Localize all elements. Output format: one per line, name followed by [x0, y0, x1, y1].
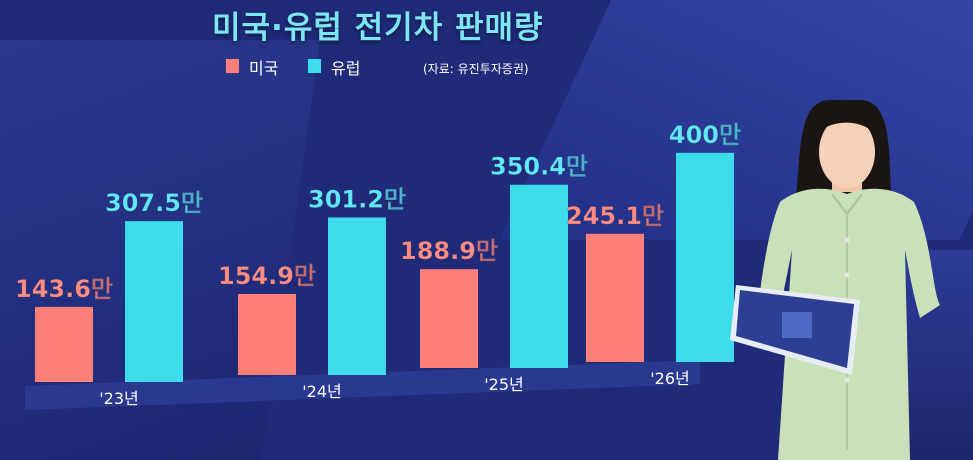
legend-swatch-us: [226, 59, 239, 73]
x-tick-label-3: '26년: [650, 369, 689, 388]
legend-label-us: 미국: [249, 59, 279, 78]
bar-us-2: [420, 269, 478, 368]
baseline-strip: [25, 360, 700, 410]
x-tick-label-2: '25년: [484, 375, 523, 394]
legend-swatch-europe: [308, 59, 321, 73]
bar-europe-1: [328, 217, 386, 375]
data-label-us-3: 245.1만: [566, 202, 664, 230]
bar-us-1: [238, 293, 296, 375]
data-label-europe-2: 350.4만: [490, 153, 588, 181]
bar-us-3: [586, 233, 644, 362]
legend-label-europe: 유럽: [331, 59, 361, 78]
news-anchor-icon: [730, 100, 940, 460]
data-label-europe-1: 301.2만: [308, 185, 406, 213]
data-label-europe-0: 307.5만: [105, 189, 203, 217]
bar-us-0: [35, 306, 93, 382]
x-tick-label-1: '24년: [302, 382, 341, 401]
bar-europe-2: [510, 184, 568, 368]
data-label-europe-3: 400만: [669, 121, 741, 149]
bar-europe-3: [676, 152, 734, 362]
legend: 미국 유럽: [226, 54, 386, 78]
bar-europe-0: [125, 221, 183, 382]
data-label-us-1: 154.9만: [218, 262, 316, 290]
x-tick-label-0: '23년: [99, 389, 138, 408]
data-label-us-2: 188.9만: [400, 237, 498, 265]
data-label-us-0: 143.6만: [15, 275, 113, 303]
source-note: (자료: 유진투자증권): [423, 62, 529, 76]
chart-title: 미국·유럽 전기차 판매량: [212, 10, 544, 46]
tablet-logo-icon: [730, 285, 860, 375]
